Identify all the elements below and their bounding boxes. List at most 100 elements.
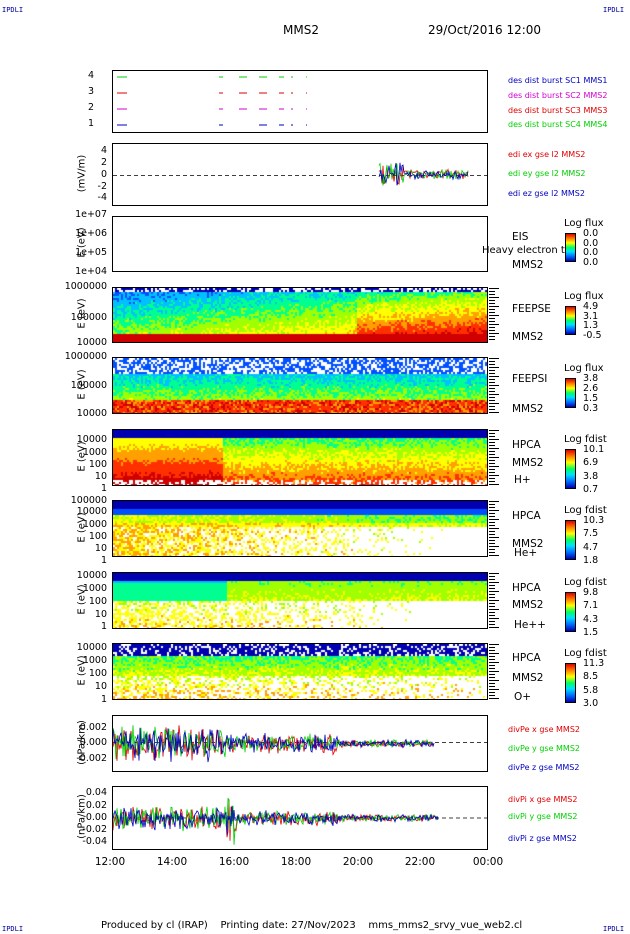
- footer-produced: Produced by cl (IRAP): [101, 920, 208, 931]
- axis-tick-mark: [489, 403, 499, 404]
- colorbar-value: 4.9: [583, 301, 599, 312]
- colorbar-title: Log fdist: [564, 648, 607, 659]
- axis-tick-mark: [489, 552, 495, 553]
- colorbar-value: 3.0: [583, 698, 599, 709]
- axis-tick-mark: [489, 644, 499, 645]
- axis-tick-mark: [489, 394, 499, 395]
- axis-tick-mark: [489, 312, 495, 313]
- series-line-2: [113, 805, 439, 835]
- y-tick-label: 10: [94, 609, 107, 620]
- colorbar-value: 2.6: [583, 383, 599, 394]
- axis-tick-mark: [489, 576, 495, 577]
- axis-tick-mark: [489, 618, 499, 619]
- axis-tick-mark: [489, 463, 495, 464]
- y-tick-label: 0: [100, 169, 107, 180]
- axis-tick-mark: [489, 361, 495, 362]
- axis-tick-mark: [489, 612, 495, 613]
- colorbar-value: 3.8: [583, 470, 599, 482]
- corner-label-tr: IPDLI: [603, 6, 625, 14]
- instrument-label: HPCA: [512, 510, 541, 522]
- colorbar-value: 3.8: [583, 373, 599, 384]
- axis-tick-mark: [489, 621, 495, 622]
- y-tick-label: 1e+05: [75, 247, 107, 258]
- axis-tick-mark: [489, 315, 499, 316]
- y-tick-label: 1000000: [64, 351, 107, 362]
- axis-tick-mark: [489, 409, 495, 410]
- colorbar-value: 0.0: [583, 257, 599, 268]
- axis-tick-mark: [489, 291, 495, 292]
- y-tick-label: 1: [100, 483, 107, 494]
- axis-tick-mark: [489, 531, 495, 532]
- axis-tick-mark: [489, 294, 495, 295]
- line-plot: [113, 725, 487, 763]
- y-tick-label: 100000: [70, 495, 107, 506]
- axis-tick-mark: [489, 698, 499, 699]
- spectrogram: [113, 573, 487, 628]
- y-tick-label: 1000: [82, 655, 107, 666]
- x-tick-label: 18:00: [280, 856, 312, 868]
- axis-tick-mark: [489, 336, 495, 337]
- axis-tick-mark: [489, 686, 495, 687]
- series-line-1: [113, 725, 435, 760]
- axis-tick-mark: [489, 397, 495, 398]
- axis-tick-mark: [489, 573, 499, 574]
- axis-tick-mark: [489, 522, 495, 523]
- y-tick-label: 1: [100, 621, 107, 632]
- axis-tick-mark: [489, 668, 495, 669]
- axis-tick-mark: [489, 519, 499, 520]
- axis-tick-mark: [489, 327, 495, 328]
- y-tick-label: 10000: [76, 434, 107, 445]
- panel-feepse: [112, 287, 499, 343]
- y-tick-label: -0.002: [76, 753, 107, 764]
- colorbar: [565, 520, 576, 560]
- spectrogram: [113, 358, 487, 413]
- instrument-label: HPCA: [512, 439, 541, 451]
- axis-tick-mark: [489, 647, 495, 648]
- axis-tick-mark: [489, 695, 495, 696]
- instrument-label: HPCA: [512, 582, 541, 594]
- axis-tick-mark: [489, 457, 499, 458]
- axis-tick-mark: [489, 376, 499, 377]
- axis-tick-mark: [489, 406, 495, 407]
- axis-tick-mark: [489, 469, 495, 470]
- y-tick-label: 1: [100, 694, 107, 705]
- axis-tick-mark: [489, 324, 499, 325]
- axis-tick-mark: [489, 540, 495, 541]
- y-tick-label: 100: [88, 459, 107, 470]
- y-tick-label: 1e+04: [75, 266, 107, 277]
- colorbar-value: 8.5: [583, 671, 599, 683]
- axis-tick-mark: [489, 555, 499, 556]
- y-tick-label: 1000000: [64, 281, 107, 292]
- axis-tick-mark: [489, 585, 495, 586]
- axis-tick-mark: [489, 433, 495, 434]
- panel-hpca_o: [112, 643, 499, 700]
- panel-hpca_he1: [112, 500, 499, 557]
- y-tick-label: -4: [97, 192, 107, 203]
- footer-file: mms_mms2_srvy_vue_web2.cl: [368, 920, 523, 931]
- x-tick-label: 22:00: [404, 856, 436, 868]
- axis-tick-mark: [489, 303, 495, 304]
- instrument-label: He+: [514, 547, 538, 559]
- spectrogram: [113, 430, 487, 485]
- spectrogram: [113, 644, 487, 699]
- axis-tick-mark: [489, 609, 499, 610]
- axis-tick-mark: [489, 579, 495, 580]
- legend-entry: edi ey gse l2 MMS2: [508, 169, 586, 178]
- series-line-2: [378, 162, 469, 186]
- colorbar-title: Log flux: [564, 363, 604, 374]
- y-tick-label: 100: [88, 531, 107, 542]
- axis-tick-mark: [489, 594, 495, 595]
- colorbar-value: 10.1: [583, 444, 605, 455]
- axis-tick-mark: [489, 364, 495, 365]
- colorbar-value: 0.0: [583, 247, 599, 259]
- colorbar: [565, 233, 576, 262]
- axis-tick-mark: [489, 466, 499, 467]
- axis-tick-mark: [489, 504, 495, 505]
- axis-tick-mark: [489, 653, 499, 654]
- y-tick-label: 1000: [82, 447, 107, 458]
- colorbar-value: 7.5: [583, 528, 599, 540]
- panel-hpca_he2: [112, 572, 499, 629]
- axis-tick-mark: [489, 436, 495, 437]
- axis-tick-mark: [489, 543, 495, 544]
- axis-tick-mark: [489, 662, 499, 663]
